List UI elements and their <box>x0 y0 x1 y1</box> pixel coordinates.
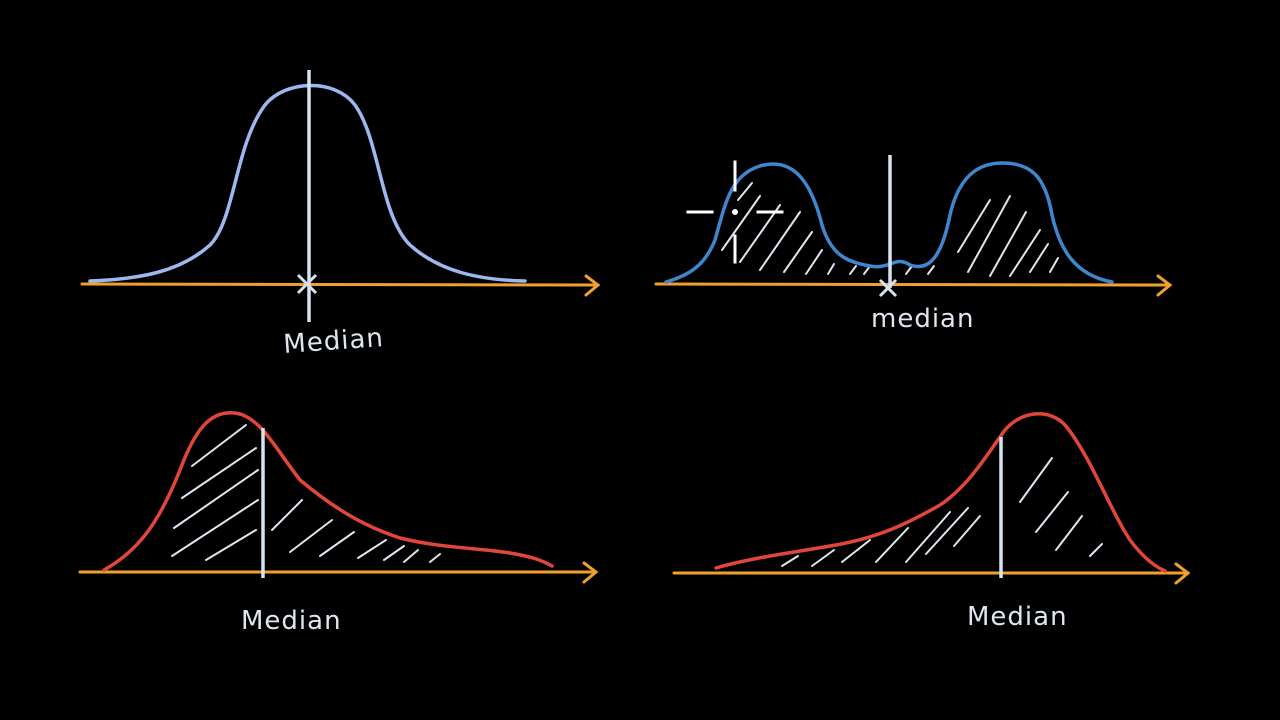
median-label-2: median <box>871 304 974 334</box>
median-label-4: Median <box>967 602 1068 632</box>
right-skewed-curve <box>102 411 554 572</box>
crosshair-cursor-icon <box>686 160 784 264</box>
x-axis-arrow-2 <box>654 274 1173 297</box>
panel-left-skewed: Median <box>672 412 1191 632</box>
hatch-right-skewed <box>171 424 441 563</box>
x-axis-arrow-3 <box>78 561 599 584</box>
left-skewed-curve <box>714 412 1167 573</box>
hatch-bimodal <box>721 182 1059 277</box>
median-marker-x <box>296 273 318 295</box>
bimodal-curve <box>664 161 1114 284</box>
panel-bimodal: median <box>654 155 1173 334</box>
median-label-1: Median <box>282 323 384 360</box>
hatch-left-skewed <box>781 457 1103 567</box>
panel-symmetric: Median <box>80 70 601 360</box>
median-label-3: Median <box>241 606 342 636</box>
x-axis-arrow-4 <box>672 562 1191 585</box>
median-marker-x-2 <box>878 278 898 298</box>
panel-right-skewed: Median <box>78 411 599 636</box>
x-axis-arrow-1 <box>80 274 601 297</box>
